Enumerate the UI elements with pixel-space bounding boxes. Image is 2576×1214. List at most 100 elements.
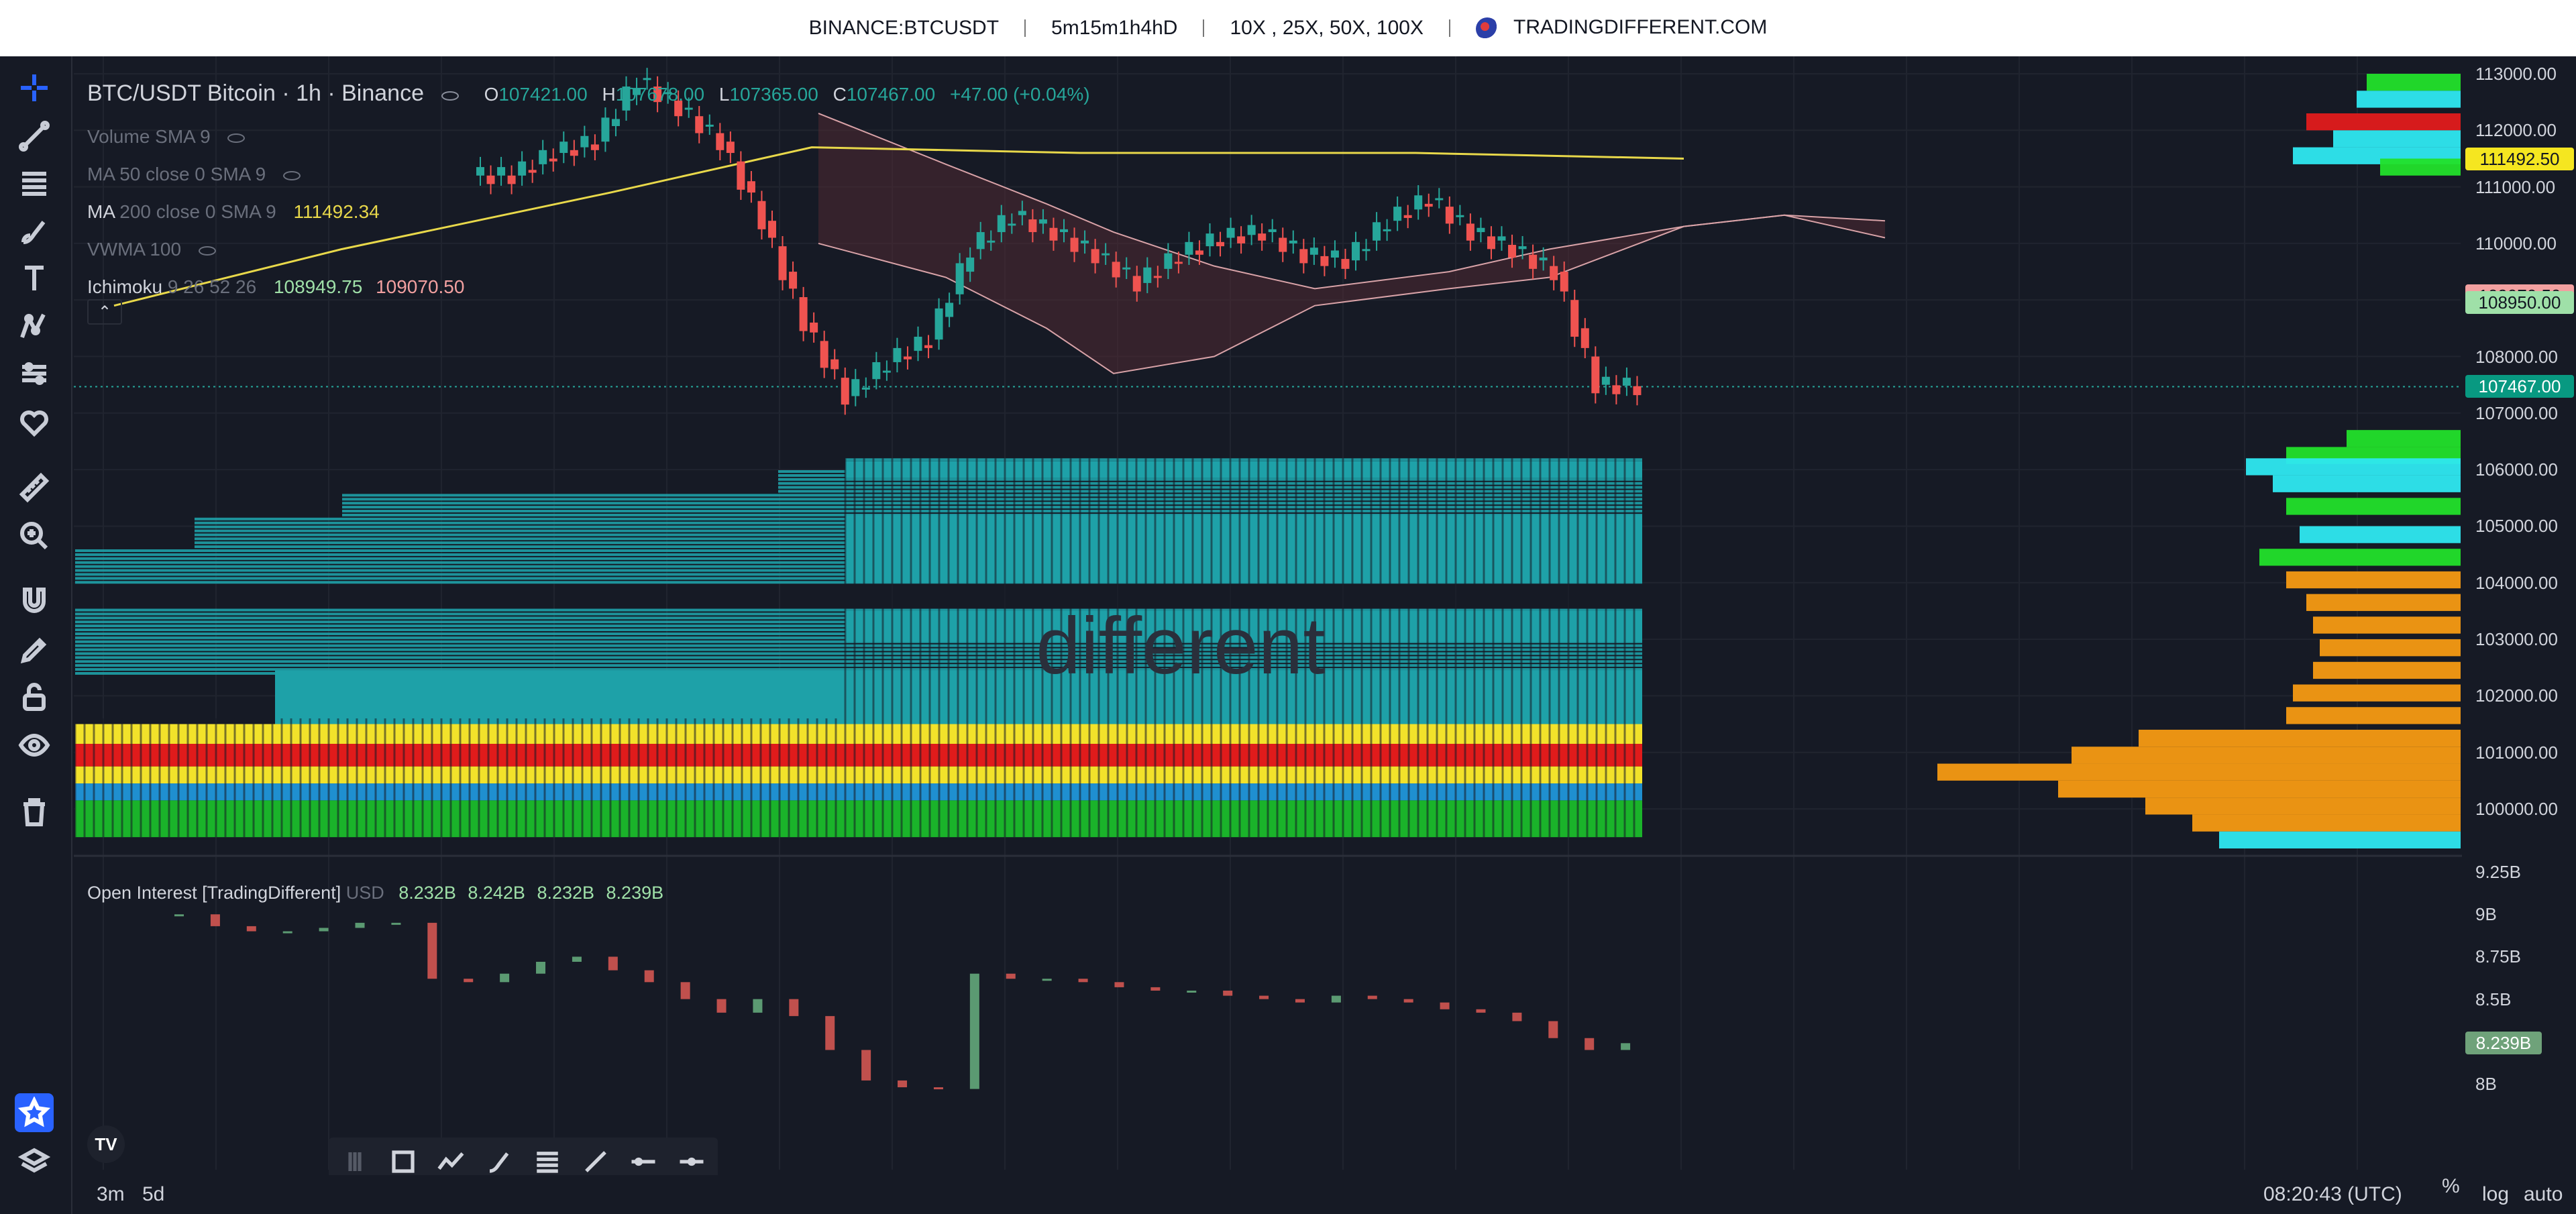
layers-icon[interactable] <box>15 1143 54 1182</box>
pattern-tool-icon[interactable] <box>15 307 54 346</box>
candle-body <box>851 379 860 396</box>
candle-body <box>945 302 954 317</box>
lock-icon[interactable] <box>15 677 54 716</box>
range-5d-button[interactable]: 5d <box>142 1183 165 1205</box>
fib-tool-icon[interactable] <box>15 164 54 203</box>
candle-body <box>716 133 724 150</box>
eye-hidden-icon[interactable] <box>227 133 246 143</box>
chart-canvas[interactable]: different <box>74 56 2462 1214</box>
horizontal-line-icon[interactable] <box>675 1144 708 1179</box>
path-tool-icon[interactable] <box>435 1144 468 1179</box>
volume-sma-legend[interactable]: Volume SMA 9 <box>87 126 246 148</box>
candle-body <box>539 150 547 164</box>
heatmap-level <box>342 510 1642 513</box>
measure-tool-icon[interactable] <box>15 354 54 393</box>
candle-body <box>1268 229 1277 233</box>
heatmap-level <box>75 652 1642 655</box>
collapse-legend-button[interactable]: ⌃ <box>87 299 122 325</box>
fib-retracement-icon[interactable] <box>531 1144 564 1179</box>
heatmap-level <box>75 644 1642 647</box>
heatmap-level <box>778 478 1642 481</box>
candle-body <box>1529 254 1538 269</box>
oi-candle <box>572 956 582 962</box>
rectangle-tool-icon[interactable] <box>386 1144 420 1179</box>
candle-body <box>643 78 651 80</box>
price-badge: 108950.00 <box>2465 291 2574 315</box>
ma200-label: MA <box>87 201 115 222</box>
oi-candle <box>246 926 256 932</box>
drag-handle-icon[interactable] <box>338 1144 372 1179</box>
chart-area[interactable]: different BTC/USDT Bitcoin · 1h · Binanc… <box>74 56 2574 1214</box>
price-tick-label: 102000.00 <box>2475 685 2558 706</box>
symbol-title[interactable]: BTC/USDT Bitcoin · 1h · Binance <box>87 80 424 106</box>
crosshair-tool-icon[interactable] <box>15 68 54 107</box>
eye-icon[interactable] <box>15 726 54 765</box>
candle-body <box>1560 272 1568 292</box>
candle-body <box>1038 219 1047 224</box>
candle-body <box>1424 203 1433 207</box>
heart-icon[interactable] <box>15 402 54 441</box>
heatmap-level <box>845 458 1642 461</box>
ichimoku-legend[interactable]: Ichimoku 9 26 52 26 108949.75 109070.50 <box>87 276 464 298</box>
candle-body <box>653 86 662 103</box>
candle-body <box>1477 227 1485 233</box>
range-3m-button[interactable]: 3m <box>97 1183 125 1205</box>
candle-body <box>1185 241 1193 255</box>
candle-body <box>893 347 902 362</box>
brush-tool-icon[interactable] <box>482 1144 516 1179</box>
eye-hidden-icon[interactable] <box>441 91 459 101</box>
horizontal-ray-icon[interactable] <box>627 1144 661 1179</box>
trend-line-tool-icon[interactable] <box>15 117 54 156</box>
ma50-legend[interactable]: MA 50 close 0 SMA 9 <box>87 164 301 185</box>
candle-body <box>882 370 891 373</box>
oi-tick-label: 8.75B <box>2475 946 2521 967</box>
oi-candle <box>680 982 690 999</box>
tradingview-logo[interactable]: TV <box>87 1125 125 1163</box>
oi-candle <box>1621 1043 1631 1050</box>
candle-body <box>820 341 828 368</box>
eye-hidden-icon[interactable] <box>282 170 301 180</box>
utc-clock[interactable]: 08:20:43 (UTC) <box>2263 1183 2402 1205</box>
trash-icon[interactable] <box>15 793 54 832</box>
magnet-icon[interactable] <box>15 582 54 621</box>
candle-body <box>789 272 798 289</box>
ma200-legend[interactable]: MA 200 close 0 SMA 9 111492.34 <box>87 201 380 223</box>
candle-body <box>663 92 672 95</box>
oi-candle <box>1223 990 1233 996</box>
candle-body <box>1466 223 1474 241</box>
oi-value-1: 8.232B <box>398 883 456 903</box>
brush-tool-icon[interactable] <box>15 212 54 251</box>
text-tool-icon[interactable] <box>15 259 54 298</box>
candle-body <box>559 142 568 154</box>
oi-tick-label: 9.25B <box>2475 862 2521 882</box>
candle-body <box>1205 233 1214 247</box>
candle-body <box>830 359 839 370</box>
candle-body <box>737 161 745 190</box>
vwma-legend[interactable]: VWMA 100 <box>87 239 216 260</box>
candle-body <box>507 175 516 184</box>
eye-hidden-icon[interactable] <box>198 245 216 256</box>
oi-candle <box>210 914 220 926</box>
percent-toggle[interactable]: % <box>2442 1175 2460 1197</box>
ma50-label: MA 50 close 0 SMA 9 <box>87 164 266 184</box>
oi-legend[interactable]: Open Interest [TradingDifferent] USD 8.2… <box>87 883 663 903</box>
log-toggle[interactable]: log <box>2482 1183 2510 1205</box>
price-tick-label: 103000.00 <box>2475 629 2558 650</box>
star-favorites-icon[interactable] <box>15 1093 54 1132</box>
zoom-icon[interactable] <box>15 516 54 555</box>
oi-value-2: 8.242B <box>468 883 525 903</box>
trend-line-icon[interactable] <box>579 1144 612 1179</box>
oi-candle <box>898 1080 908 1088</box>
ruler-icon[interactable] <box>15 468 54 507</box>
heatmap-level <box>342 494 1642 497</box>
candle-body <box>497 167 506 176</box>
profile-bar <box>2347 430 2461 447</box>
oi-candle <box>1042 979 1052 981</box>
candle-body <box>1102 253 1110 256</box>
auto-toggle[interactable]: auto <box>2524 1183 2563 1205</box>
candle-body <box>1550 266 1558 280</box>
candle-body <box>1226 227 1235 238</box>
vwma-label: VWMA 100 <box>87 239 182 260</box>
leverage-label: 10X , 25X, 50X, 100X <box>1230 17 1424 39</box>
lock-drawing-icon[interactable] <box>15 630 54 669</box>
